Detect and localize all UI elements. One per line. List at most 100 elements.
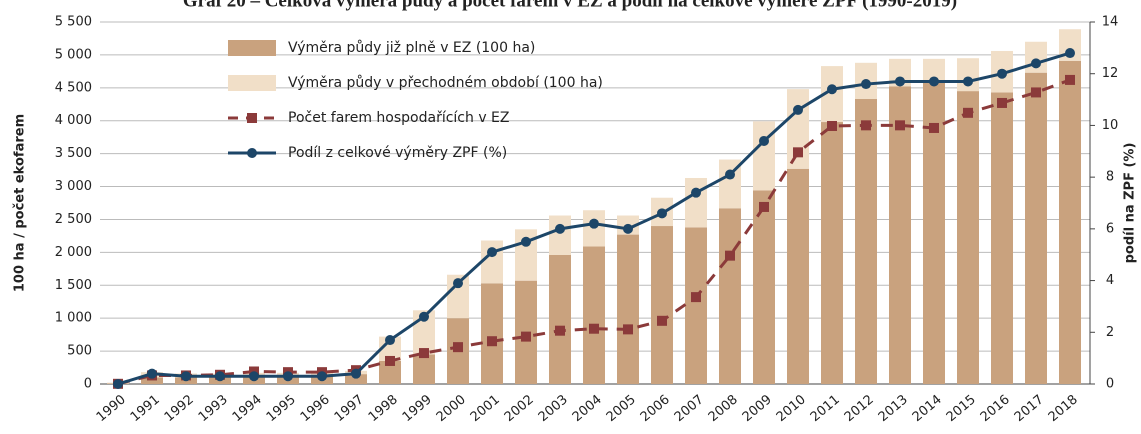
marker	[623, 223, 633, 234]
marker	[929, 122, 939, 133]
x-tick-label: 1995	[264, 392, 299, 425]
y-tick-label: 2 500	[55, 212, 92, 227]
bar	[889, 58, 911, 87]
marker	[351, 368, 361, 379]
marker	[895, 76, 905, 87]
bar	[719, 159, 741, 209]
y-tick-label: 3 500	[55, 146, 92, 161]
marker	[181, 371, 191, 382]
legend-swatch	[247, 148, 257, 158]
x-tick-label: 1998	[366, 392, 401, 425]
marker	[827, 84, 837, 95]
bar	[923, 82, 945, 384]
bar	[413, 354, 435, 384]
marker	[657, 208, 667, 219]
legend-swatch	[247, 113, 257, 123]
marker	[623, 324, 633, 335]
bar	[889, 86, 911, 384]
bar	[821, 122, 843, 384]
y2-tick-label: 10	[1102, 118, 1119, 133]
marker	[657, 315, 667, 326]
bar	[379, 360, 401, 384]
marker	[725, 250, 735, 261]
marker	[895, 120, 905, 131]
y-tick-label: 5 500	[55, 15, 92, 30]
marker	[861, 120, 871, 131]
marker	[1065, 74, 1075, 85]
y2-tick-label: 14	[1102, 15, 1119, 30]
marker	[725, 169, 735, 180]
x-tick-label: 2004	[570, 392, 605, 425]
bar	[1025, 72, 1047, 385]
x-tick-label: 2007	[672, 392, 707, 425]
x-tick-label: 2002	[502, 392, 537, 425]
y2-axis-title: podíl na ZPF (%)	[1123, 143, 1138, 264]
marker	[385, 335, 395, 346]
legend-label: Výměra půdy v přechodném období (100 ha)	[288, 75, 603, 91]
x-tick-label: 2015	[944, 392, 979, 425]
x-tick-label: 2013	[876, 392, 911, 425]
x-tick-label: 2005	[604, 392, 639, 425]
chart-title: Graf 20 – Celková výměra půdy a počet fa…	[183, 0, 957, 11]
marker	[1065, 48, 1075, 59]
y-tick-label: 3 000	[55, 179, 92, 194]
legend-label: Výměra půdy již plně v EZ (100 ha)	[288, 40, 535, 56]
x-tick-label: 2014	[910, 392, 945, 425]
x-tick-label: 2008	[706, 392, 741, 425]
bar	[549, 215, 571, 255]
marker	[691, 292, 701, 303]
x-tick-label: 2006	[638, 392, 673, 425]
marker	[555, 325, 565, 336]
bar	[753, 121, 775, 191]
x-tick-label: 1991	[128, 392, 163, 425]
marker	[1031, 87, 1041, 98]
x-tick-label: 1997	[332, 392, 367, 425]
y2-tick-label: 12	[1102, 66, 1119, 81]
bar	[1059, 60, 1081, 384]
y-tick-label: 0	[84, 377, 92, 392]
marker	[521, 331, 531, 342]
marker	[997, 68, 1007, 79]
marker	[453, 342, 463, 353]
x-tick-label: 1994	[230, 392, 265, 425]
marker	[997, 97, 1007, 108]
x-tick-label: 2001	[468, 392, 503, 425]
marker	[419, 311, 429, 322]
bar	[991, 92, 1013, 385]
x-tick-label: 2012	[842, 392, 877, 425]
x-tick-label: 2003	[536, 392, 571, 425]
bar	[719, 208, 741, 384]
y-tick-label: 1 500	[55, 278, 92, 293]
x-tick-label: 1999	[400, 392, 435, 425]
marker	[113, 379, 123, 389]
y2-tick-label: 4	[1106, 273, 1114, 288]
x-tick-label: 2010	[774, 392, 809, 425]
marker	[827, 120, 837, 131]
bar	[345, 374, 367, 384]
marker	[317, 371, 327, 382]
y-tick-label: 4 000	[55, 113, 92, 128]
marker	[963, 76, 973, 87]
marker	[555, 223, 565, 234]
line	[117, 78, 1071, 386]
y2-tick-label: 2	[1106, 325, 1114, 340]
x-tick-label: 2016	[978, 392, 1013, 425]
legend-label: Počet farem hospodařících v EZ	[288, 110, 510, 126]
bar	[685, 227, 707, 384]
x-tick-label: 1996	[298, 392, 333, 425]
y2-tick-label: 8	[1106, 170, 1114, 185]
x-tick-label: 2018	[1046, 392, 1081, 425]
x-tick-label: 1992	[162, 392, 197, 425]
marker	[283, 371, 293, 382]
x-tick-label: 2017	[1012, 392, 1047, 425]
bar	[447, 274, 469, 319]
bar	[481, 240, 503, 284]
marker	[487, 247, 497, 258]
bar	[651, 226, 673, 384]
bar	[549, 254, 571, 384]
bar	[685, 177, 707, 228]
y-axis-title: 100 ha / počet ekofarem	[13, 114, 28, 292]
legend-swatch	[228, 40, 276, 56]
y-tick-label: 4 500	[55, 80, 92, 95]
marker	[215, 371, 225, 382]
